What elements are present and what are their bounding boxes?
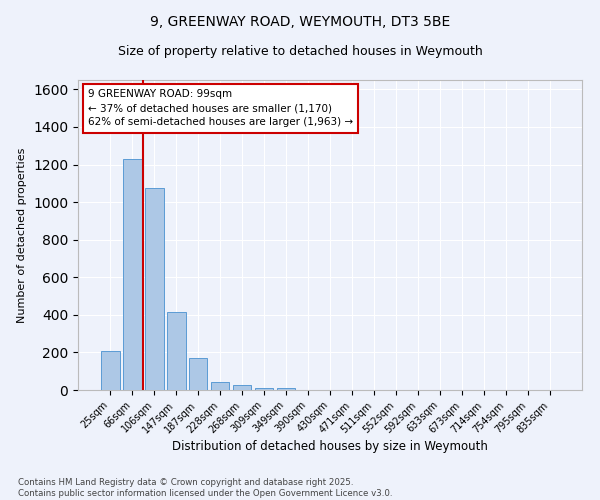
- Text: 9, GREENWAY ROAD, WEYMOUTH, DT3 5BE: 9, GREENWAY ROAD, WEYMOUTH, DT3 5BE: [150, 15, 450, 29]
- Bar: [167, 312, 185, 390]
- Y-axis label: Number of detached properties: Number of detached properties: [17, 148, 28, 322]
- X-axis label: Distribution of detached houses by size in Weymouth: Distribution of detached houses by size …: [172, 440, 488, 454]
- Bar: [189, 358, 208, 390]
- Bar: [145, 188, 164, 390]
- Bar: [255, 388, 274, 390]
- Bar: [233, 386, 251, 390]
- Text: Size of property relative to detached houses in Weymouth: Size of property relative to detached ho…: [118, 45, 482, 58]
- Bar: [123, 159, 142, 390]
- Bar: [211, 382, 229, 390]
- Text: 9 GREENWAY ROAD: 99sqm
← 37% of detached houses are smaller (1,170)
62% of semi-: 9 GREENWAY ROAD: 99sqm ← 37% of detached…: [88, 90, 353, 128]
- Bar: [277, 388, 295, 390]
- Text: Contains HM Land Registry data © Crown copyright and database right 2025.
Contai: Contains HM Land Registry data © Crown c…: [18, 478, 392, 498]
- Bar: [101, 352, 119, 390]
